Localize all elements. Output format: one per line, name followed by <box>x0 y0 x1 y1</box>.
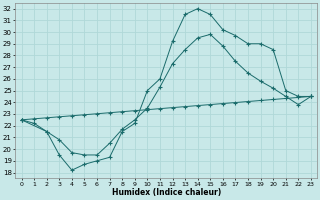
X-axis label: Humidex (Indice chaleur): Humidex (Indice chaleur) <box>112 188 221 197</box>
